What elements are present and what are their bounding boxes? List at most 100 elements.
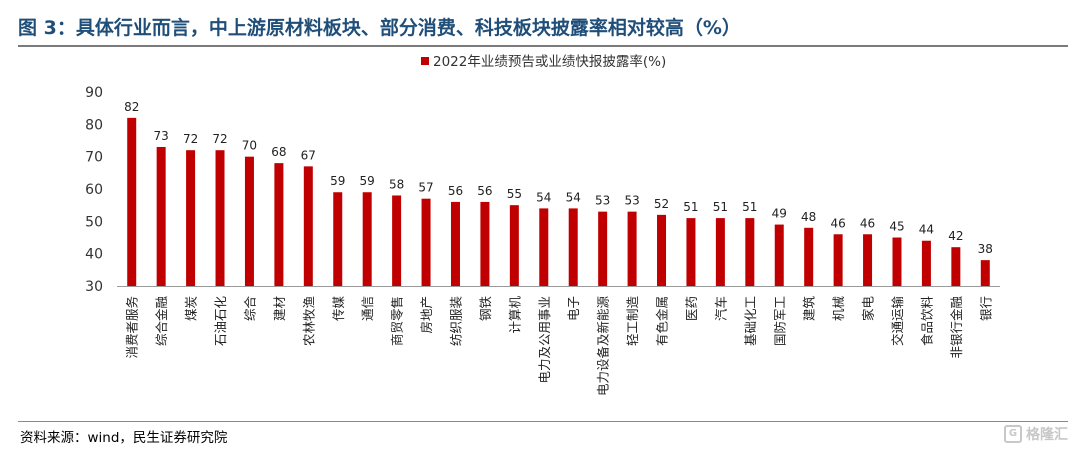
value-label: 58 <box>389 177 404 191</box>
value-label: 45 <box>889 220 904 234</box>
category-label: 国防军工 <box>772 296 787 346</box>
bar <box>215 150 225 286</box>
category-label: 消费者服务 <box>125 296 140 359</box>
category-label: 钢铁 <box>478 296 493 322</box>
value-label: 72 <box>183 132 198 146</box>
value-label: 55 <box>507 187 522 201</box>
category-label: 轻工制造 <box>625 296 640 347</box>
bar <box>657 214 667 286</box>
bar <box>774 224 784 286</box>
value-label: 54 <box>536 190 551 204</box>
bar <box>627 211 637 286</box>
bar <box>362 192 372 286</box>
footer-divider <box>18 421 1068 422</box>
bar <box>186 150 196 286</box>
bars <box>127 117 990 286</box>
category-label: 基础化工 <box>743 296 758 346</box>
y-tick-label: 60 <box>85 182 103 198</box>
value-label: 52 <box>654 197 669 211</box>
category-label: 有色金属 <box>655 296 670 346</box>
category-label: 综合金融 <box>154 296 169 347</box>
value-label: 46 <box>860 216 875 230</box>
category-label: 电力及公用事业 <box>537 296 552 384</box>
bar <box>715 218 725 286</box>
category-label: 商贸零售 <box>390 296 405 346</box>
bar <box>392 195 402 286</box>
value-label: 72 <box>212 132 227 146</box>
category-label: 房地产 <box>419 296 434 334</box>
value-label: 53 <box>624 194 639 208</box>
category-label: 医药 <box>684 296 699 321</box>
bar <box>921 240 931 286</box>
bar <box>274 163 284 286</box>
watermark-text: 格隆汇 <box>1026 427 1068 443</box>
category-labels: 消费者服务 综合金融 煤炭 石油石化 综合 建材 农林牧渔 传媒 通信 商贸零售 房地产 纺织服装 钢铁… <box>125 296 994 397</box>
chart-title: 图 3：具体行业而言，中上游原材料板块、部分消费、科技板块披露率相对较高（%） <box>18 16 741 39</box>
bar <box>509 205 519 286</box>
bar <box>156 146 166 286</box>
legend: 2022年业绩预告或业绩快报披露率(%) <box>421 53 666 70</box>
watermark-logo-icon: G <box>1004 425 1022 443</box>
category-label: 建筑 <box>802 296 817 322</box>
category-label: 计算机 <box>507 296 522 334</box>
bar <box>833 234 843 286</box>
bar-chart: 2022年业绩预告或业绩快报披露率(%) 30 40 50 60 70 80 90 82 73… <box>85 53 1000 397</box>
value-label: 56 <box>477 184 492 198</box>
category-label: 食品饮料 <box>919 296 934 347</box>
bar <box>244 156 254 286</box>
category-label: 汽车 <box>713 296 728 321</box>
value-label: 68 <box>271 145 286 159</box>
y-tick-label: 30 <box>85 279 103 295</box>
source-note: 资料来源：wind，民生证券研究院 <box>20 430 228 446</box>
bar <box>892 237 902 286</box>
y-tick-label: 40 <box>85 247 103 263</box>
category-label: 机械 <box>831 296 846 322</box>
value-label: 48 <box>801 210 816 224</box>
category-label: 电子 <box>566 296 581 321</box>
value-label: 73 <box>154 129 169 143</box>
y-tick-label: 80 <box>85 117 103 133</box>
watermark: G 格隆汇 <box>1004 424 1068 444</box>
category-label: 非银行金融 <box>949 296 964 359</box>
legend-swatch <box>421 57 429 65</box>
bar <box>480 201 490 286</box>
value-labels: 82 73 72 72 70 68 67 59 59 58 57 56 56 55 54 54 53 53 52 51… <box>124 100 993 256</box>
category-label: 家电 <box>861 296 876 322</box>
value-label: 56 <box>448 184 463 198</box>
value-label: 82 <box>124 100 139 114</box>
chart-title-bar: 图 3：具体行业而言，中上游原材料板块、部分消费、科技板块披露率相对较高（%） <box>18 8 1068 44</box>
category-label: 综合 <box>242 296 257 322</box>
legend-label: 2022年业绩预告或业绩快报披露率(%) <box>433 53 666 70</box>
category-label: 银行 <box>978 296 993 321</box>
bar <box>745 218 755 286</box>
value-label: 70 <box>242 139 257 153</box>
title-divider <box>18 45 1068 47</box>
bar <box>421 198 431 286</box>
bar <box>539 208 549 286</box>
bar <box>863 234 873 286</box>
bar <box>568 208 578 286</box>
value-label: 51 <box>683 200 698 214</box>
value-label: 46 <box>830 216 845 230</box>
value-label: 51 <box>713 200 728 214</box>
category-label: 石油石化 <box>213 296 228 347</box>
bar <box>686 218 696 286</box>
value-label: 57 <box>418 181 433 195</box>
value-label: 51 <box>742 200 757 214</box>
value-label: 67 <box>301 148 316 162</box>
bar <box>980 260 990 286</box>
y-tick-label: 50 <box>85 214 103 230</box>
y-tick-label: 70 <box>85 150 103 166</box>
bar <box>450 201 460 286</box>
bar <box>951 247 961 286</box>
y-tick-label: 90 <box>85 85 103 101</box>
value-label: 59 <box>360 174 375 188</box>
y-axis: 30 40 50 60 70 80 90 <box>85 85 103 295</box>
category-label: 建材 <box>272 296 287 321</box>
category-label: 农林牧渔 <box>301 296 316 346</box>
category-label: 传媒 <box>331 296 346 322</box>
value-label: 38 <box>978 242 993 256</box>
category-label: 通信 <box>360 296 375 321</box>
bar <box>598 211 608 286</box>
category-label: 交通运输 <box>890 296 905 347</box>
